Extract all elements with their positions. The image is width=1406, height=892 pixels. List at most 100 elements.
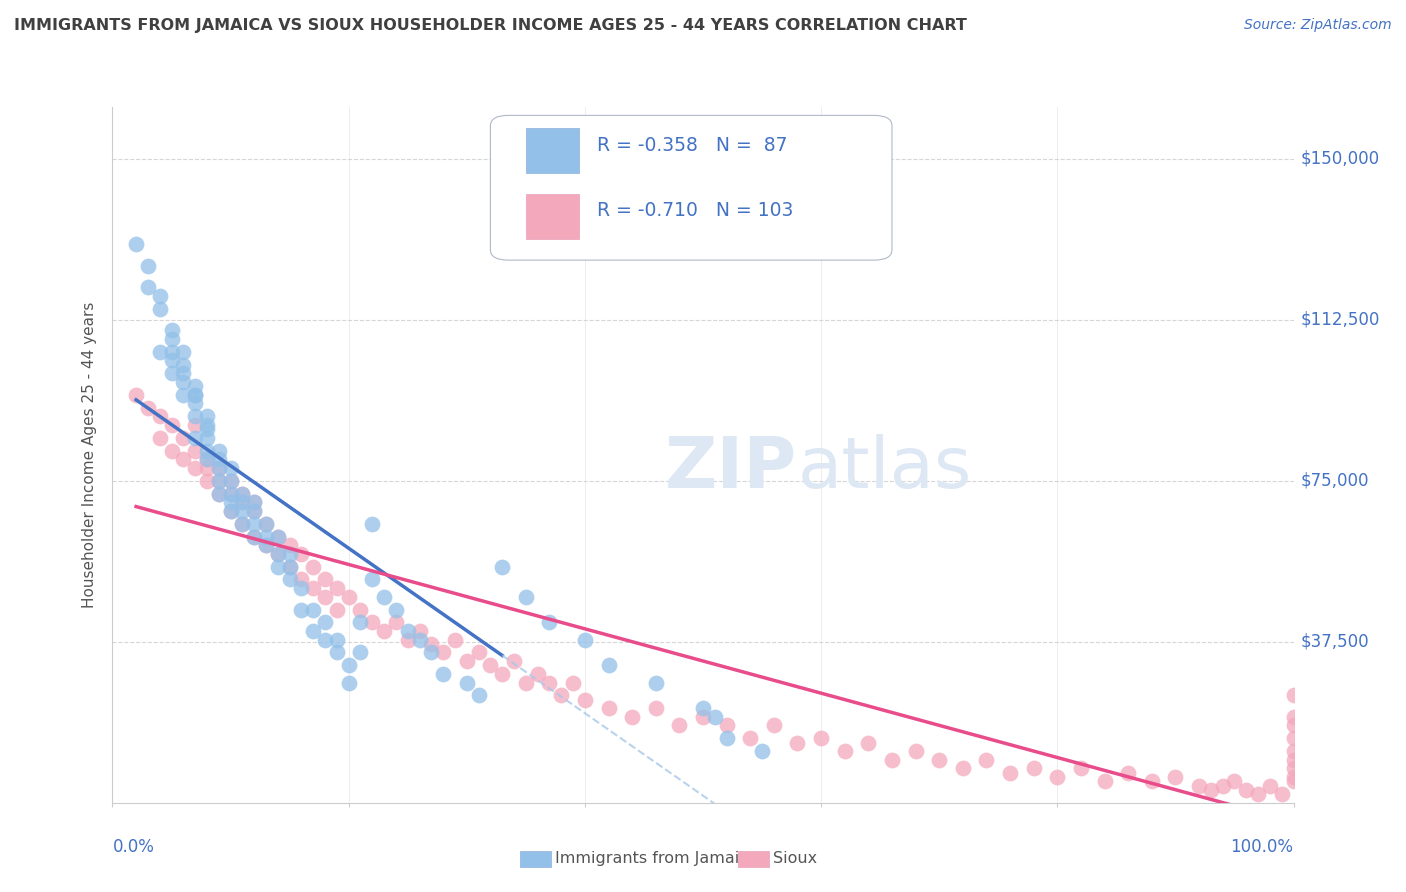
Point [149,431,172,445]
Point [243,516,266,531]
Point [314,573,336,587]
Point [467,689,489,703]
Point [1282,710,1305,724]
Point [1247,787,1270,801]
Point [231,516,253,531]
Point [326,581,349,595]
Point [125,237,148,252]
Point [834,744,856,758]
Text: $112,500: $112,500 [1301,310,1379,328]
Point [1282,689,1305,703]
Point [172,358,194,372]
Text: IMMIGRANTS FROM JAMAICA VS SIOUX HOUSEHOLDER INCOME AGES 25 - 44 YEARS CORRELATI: IMMIGRANTS FROM JAMAICA VS SIOUX HOUSEHO… [14,18,967,33]
Point [526,667,548,681]
Point [1258,779,1281,793]
Point [385,615,408,630]
Point [1140,774,1163,789]
Point [195,422,218,436]
Point [172,367,194,381]
Point [880,753,903,767]
Point [762,718,785,732]
Point [208,460,231,475]
Point [1282,744,1305,758]
Point [195,431,218,445]
Point [1282,761,1305,775]
Text: R = -0.358   N =  87: R = -0.358 N = 87 [596,136,787,155]
Text: $37,500: $37,500 [1301,632,1369,651]
Text: $150,000: $150,000 [1301,150,1379,168]
Point [740,731,762,746]
Point [231,504,253,518]
Point [208,486,231,500]
Point [184,379,207,393]
Point [243,495,266,509]
Point [149,344,172,359]
Point [243,504,266,518]
FancyBboxPatch shape [526,128,579,173]
Point [267,559,290,574]
Point [267,547,290,561]
Point [243,504,266,518]
Point [184,460,207,475]
Point [254,529,277,543]
Point [314,632,336,647]
Point [254,538,277,552]
Point [1116,765,1139,780]
Point [172,388,194,402]
Point [1022,761,1045,775]
Point [1070,761,1092,775]
Point [278,559,301,574]
Point [1282,753,1305,767]
Point [361,516,384,531]
Point [290,547,312,561]
Point [716,718,738,732]
Point [644,701,666,715]
Point [254,516,277,531]
Point [184,388,207,402]
Point [208,474,231,488]
Point [396,632,419,647]
Point [172,375,194,389]
Point [598,701,620,715]
Point [184,431,207,445]
Point [562,675,585,690]
Point [136,259,159,273]
Point [1188,779,1211,793]
Point [195,452,218,467]
Point [326,632,349,647]
Point [231,495,253,509]
Point [326,602,349,616]
Point [219,460,242,475]
Point [337,590,360,604]
Point [751,744,773,758]
Text: Sioux: Sioux [773,852,817,866]
Text: R = -0.710   N = 103: R = -0.710 N = 103 [596,201,793,220]
Point [538,675,561,690]
Point [810,731,832,746]
Point [1271,787,1294,801]
Point [208,460,231,475]
Point [160,443,183,458]
Point [337,675,360,690]
Point [1282,731,1305,746]
Point [716,731,738,746]
Point [290,602,312,616]
Point [349,645,371,659]
Point [160,323,183,337]
Point [1164,770,1187,784]
Point [703,710,725,724]
Point [692,710,714,724]
Point [1094,774,1116,789]
Point [456,654,478,668]
Point [149,301,172,316]
Point [219,474,242,488]
Point [621,710,644,724]
Point [373,624,395,638]
Point [219,486,242,500]
Text: Immigrants from Jamaica: Immigrants from Jamaica [555,852,758,866]
Point [231,495,253,509]
Point [278,538,301,552]
Point [326,645,349,659]
Point [692,701,714,715]
Point [125,388,148,402]
